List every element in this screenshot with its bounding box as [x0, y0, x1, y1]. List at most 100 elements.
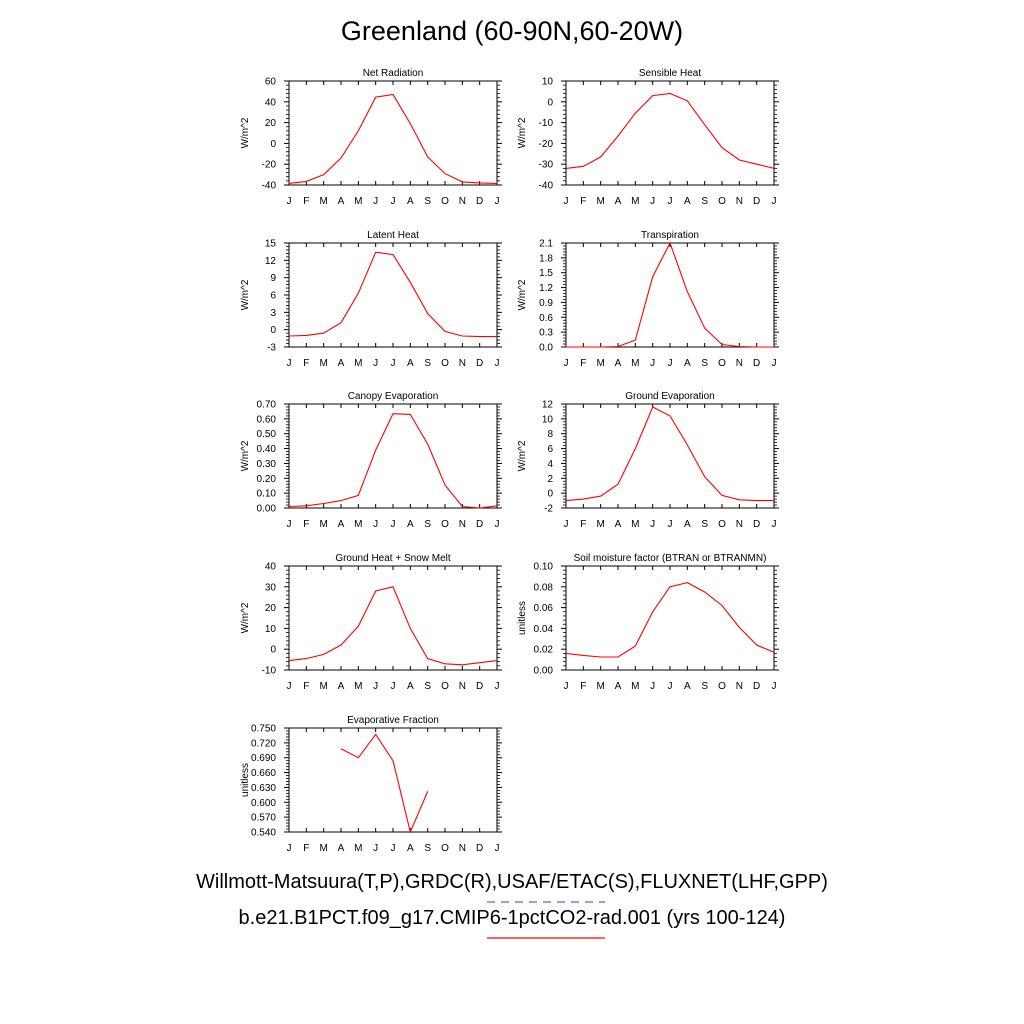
y-tick-label: 0.20: [257, 474, 277, 485]
x-tick-label: M: [631, 196, 639, 207]
x-tick-label: A: [407, 358, 414, 369]
y-tick-label: 10: [542, 414, 554, 425]
x-tick-label: A: [684, 196, 691, 207]
y-tick-label: 40: [265, 97, 277, 108]
y-tick-label: 0.02: [534, 645, 554, 656]
y-tick-label: -2: [544, 504, 553, 515]
y-tick-label: 0.08: [534, 582, 554, 593]
y-tick-label: 12: [542, 400, 554, 411]
x-tick-label: J: [772, 196, 777, 207]
y-tick-label: 0.06: [534, 603, 554, 614]
series-line: [565, 582, 775, 658]
x-tick-label: J: [650, 358, 655, 369]
x-tick-label: S: [701, 358, 708, 369]
x-tick-label: J: [391, 358, 396, 369]
y-tick-label: 0.720: [251, 738, 276, 749]
x-tick-label: A: [407, 519, 414, 530]
panel-title: Evaporative Fraction: [347, 715, 439, 726]
x-tick-label: S: [424, 519, 431, 530]
y-tick-label: 0.00: [257, 504, 277, 515]
x-tick-label: A: [615, 519, 622, 530]
series-line: [288, 93, 498, 184]
x-tick-label: F: [303, 681, 309, 692]
x-tick-label: F: [303, 843, 309, 854]
y-tick-label: 8: [547, 429, 553, 440]
y-tick-label: 0: [270, 139, 276, 150]
x-tick-label: S: [424, 196, 431, 207]
x-tick-label: F: [580, 196, 586, 207]
panel-8: Soil moisture factor (BTRAN or BTRANMN) J…: [517, 553, 779, 692]
x-tick-label: O: [441, 843, 449, 854]
x-tick-label: J: [772, 681, 777, 692]
y-axis-label: unitless: [240, 763, 251, 797]
x-tick-label: O: [718, 519, 726, 530]
x-tick-label: J: [650, 681, 655, 692]
x-tick-label: J: [495, 196, 500, 207]
y-axis-label: W/m^2: [240, 117, 251, 148]
x-tick-label: S: [424, 843, 431, 854]
y-tick-label: 4: [547, 459, 553, 470]
x-tick-label: J: [373, 196, 378, 207]
x-tick-label: N: [459, 843, 466, 854]
x-tick-label: O: [441, 519, 449, 530]
x-tick-label: J: [391, 196, 396, 207]
y-tick-label: 0.30: [257, 459, 277, 470]
x-tick-label: J: [495, 519, 500, 530]
y-tick-label: 0.0: [539, 343, 553, 354]
x-tick-label: M: [631, 358, 639, 369]
x-tick-label: O: [718, 358, 726, 369]
y-tick-label: -10: [262, 666, 277, 677]
x-tick-label: S: [701, 681, 708, 692]
x-tick-label: J: [668, 519, 673, 530]
y-tick-label: 2.1: [539, 239, 553, 250]
x-tick-label: D: [476, 843, 483, 854]
x-tick-label: S: [424, 358, 431, 369]
x-tick-label: J: [287, 519, 292, 530]
x-tick-label: N: [459, 681, 466, 692]
y-tick-label: 0.660: [251, 768, 276, 779]
x-tick-label: J: [772, 358, 777, 369]
y-tick-label: 12: [265, 256, 277, 267]
x-tick-label: F: [303, 196, 309, 207]
x-tick-label: A: [407, 843, 414, 854]
y-tick-label: -3: [267, 343, 276, 354]
y-tick-label: 0: [270, 645, 276, 656]
x-tick-label: A: [338, 681, 345, 692]
x-tick-label: F: [580, 519, 586, 530]
x-tick-label: J: [391, 519, 396, 530]
x-tick-label: D: [476, 519, 483, 530]
y-axis-label: W/m^2: [240, 440, 251, 471]
x-tick-label: D: [753, 358, 760, 369]
y-tick-label: 0.10: [257, 489, 277, 500]
panel-title: Ground Heat + Snow Melt: [335, 553, 451, 564]
x-tick-label: M: [319, 358, 327, 369]
series-line: [565, 92, 775, 169]
x-tick-label: A: [615, 196, 622, 207]
y-tick-label: 0.690: [251, 753, 276, 764]
x-tick-label: M: [631, 519, 639, 530]
x-tick-label: J: [650, 196, 655, 207]
x-tick-label: M: [596, 519, 604, 530]
x-tick-label: A: [684, 519, 691, 530]
observations-caption: Willmott-Matsuura(T,P),GRDC(R),USAF/ETAC…: [196, 871, 828, 893]
x-tick-label: N: [459, 519, 466, 530]
y-tick-label: 9: [270, 273, 276, 284]
y-tick-label: 0.60: [257, 414, 277, 425]
x-tick-label: J: [650, 519, 655, 530]
y-tick-label: 15: [265, 239, 277, 250]
x-tick-label: S: [424, 681, 431, 692]
x-tick-label: M: [319, 681, 327, 692]
x-tick-label: M: [354, 519, 362, 530]
x-tick-label: D: [753, 681, 760, 692]
x-tick-label: M: [354, 681, 362, 692]
y-tick-label: 6: [547, 444, 553, 455]
y-tick-label: 0.00: [534, 666, 554, 677]
series-line: [288, 586, 498, 666]
y-tick-label: 0: [547, 489, 553, 500]
panel-title: Soil moisture factor (BTRAN or BTRANMN): [574, 553, 767, 564]
x-tick-label: F: [303, 519, 309, 530]
x-tick-label: M: [596, 681, 604, 692]
